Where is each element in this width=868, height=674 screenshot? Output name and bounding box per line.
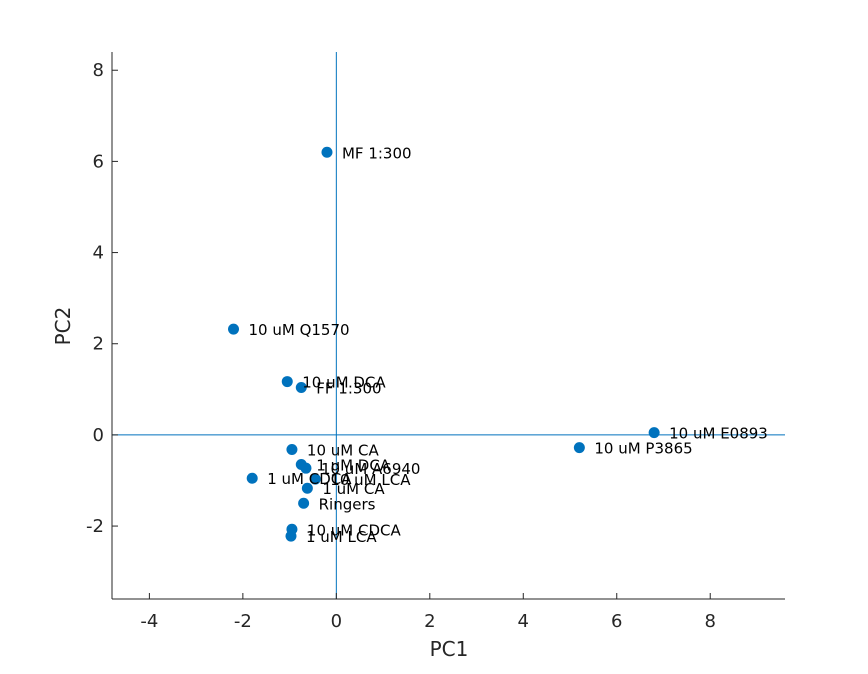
data-point xyxy=(309,473,321,485)
data-point xyxy=(246,472,258,484)
data-point-label: 1 uM CDCA xyxy=(267,470,352,488)
data-point xyxy=(301,482,313,494)
ticks: -4 -2 0 2 4 6 8 -2 0 2 4 6 8 xyxy=(86,60,716,632)
x-tick-label: -2 xyxy=(234,611,252,632)
data-point-label: 1 uM DCA xyxy=(316,457,391,475)
x-tick-label: 8 xyxy=(704,611,715,632)
reference-lines xyxy=(112,52,785,599)
data-point xyxy=(300,462,312,474)
data-point xyxy=(648,427,660,439)
data-point-label: Ringers xyxy=(319,495,376,513)
y-tick-label: 4 xyxy=(93,243,104,264)
data-points xyxy=(228,146,660,542)
y-tick-label: 0 xyxy=(93,425,104,446)
data-point xyxy=(228,323,240,335)
data-point-label: MF 1:300 xyxy=(342,144,412,162)
data-point xyxy=(298,497,310,509)
data-point xyxy=(295,381,307,393)
data-point xyxy=(286,443,298,455)
data-point-label: 1 uM CA xyxy=(322,480,385,498)
data-point-label: 10 uM CA xyxy=(307,441,380,459)
y-tick-label: -2 xyxy=(86,516,104,537)
x-tick-label: 4 xyxy=(518,611,529,632)
data-point xyxy=(285,530,297,542)
data-point xyxy=(573,442,585,454)
data-point-label: 10 uM P3865 xyxy=(594,440,692,458)
x-axis-title: PC1 xyxy=(430,637,469,661)
data-point xyxy=(281,376,293,388)
y-tick-label: 8 xyxy=(93,60,104,81)
data-point-label: 10 uM A6940 xyxy=(321,460,421,478)
y-tick-label: 6 xyxy=(93,151,104,172)
data-point-label: 10 uM LCA xyxy=(330,471,411,489)
x-tick-label: -4 xyxy=(140,611,158,632)
data-point-label: 10 uM CDCA xyxy=(307,521,402,539)
data-point-label: 10 uM DCA xyxy=(302,374,386,392)
axes xyxy=(111,52,785,600)
y-axis-title: PC2 xyxy=(51,307,75,346)
y-tick-label: 2 xyxy=(93,334,104,355)
data-point-label: 10 uM Q1570 xyxy=(249,321,350,339)
data-point-label: FF 1:300 xyxy=(316,379,381,397)
data-point-label: 10 uM E0893 xyxy=(669,425,768,443)
x-tick-label: 2 xyxy=(424,611,435,632)
x-tick-label: 6 xyxy=(611,611,622,632)
x-tick-label: 0 xyxy=(331,611,342,632)
data-point xyxy=(321,146,333,158)
data-point-label: 1 uM LCA xyxy=(306,528,377,546)
